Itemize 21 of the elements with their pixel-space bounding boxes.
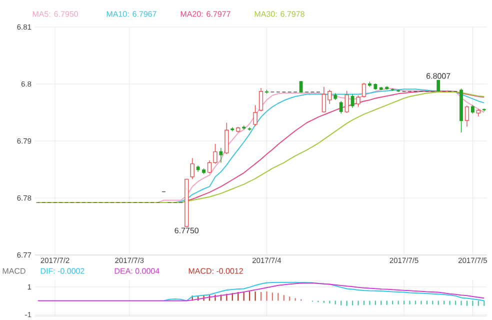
candlestick [436,80,440,92]
candlestick [190,158,194,180]
candlestick [350,94,354,108]
annotation: 6.8007 [426,73,450,79]
text: MA5: 6.7950 [32,11,78,17]
annotation: 6.7750 [174,228,199,234]
candlestick [258,88,264,112]
chart-title: MACD [2,268,26,274]
text: MA20: 6.7977 [180,11,230,17]
candlestick [253,104,258,127]
text: MA30: 6.7978 [254,11,304,17]
candlestick [339,100,343,114]
candlestick [344,90,349,114]
text: DEA: 0.0004 [114,268,160,274]
candlestick [224,122,229,154]
candlestick [464,105,470,128]
candlestick [356,95,360,108]
text: MACD: -0.0012 [188,268,243,274]
text: DIF: -0.0002 [40,268,84,274]
candlestick [362,82,366,98]
text: MA10: 6.7967 [106,11,156,17]
